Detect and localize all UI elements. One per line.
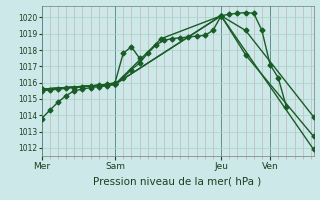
- X-axis label: Pression niveau de la mer( hPa ): Pression niveau de la mer( hPa ): [93, 176, 262, 186]
